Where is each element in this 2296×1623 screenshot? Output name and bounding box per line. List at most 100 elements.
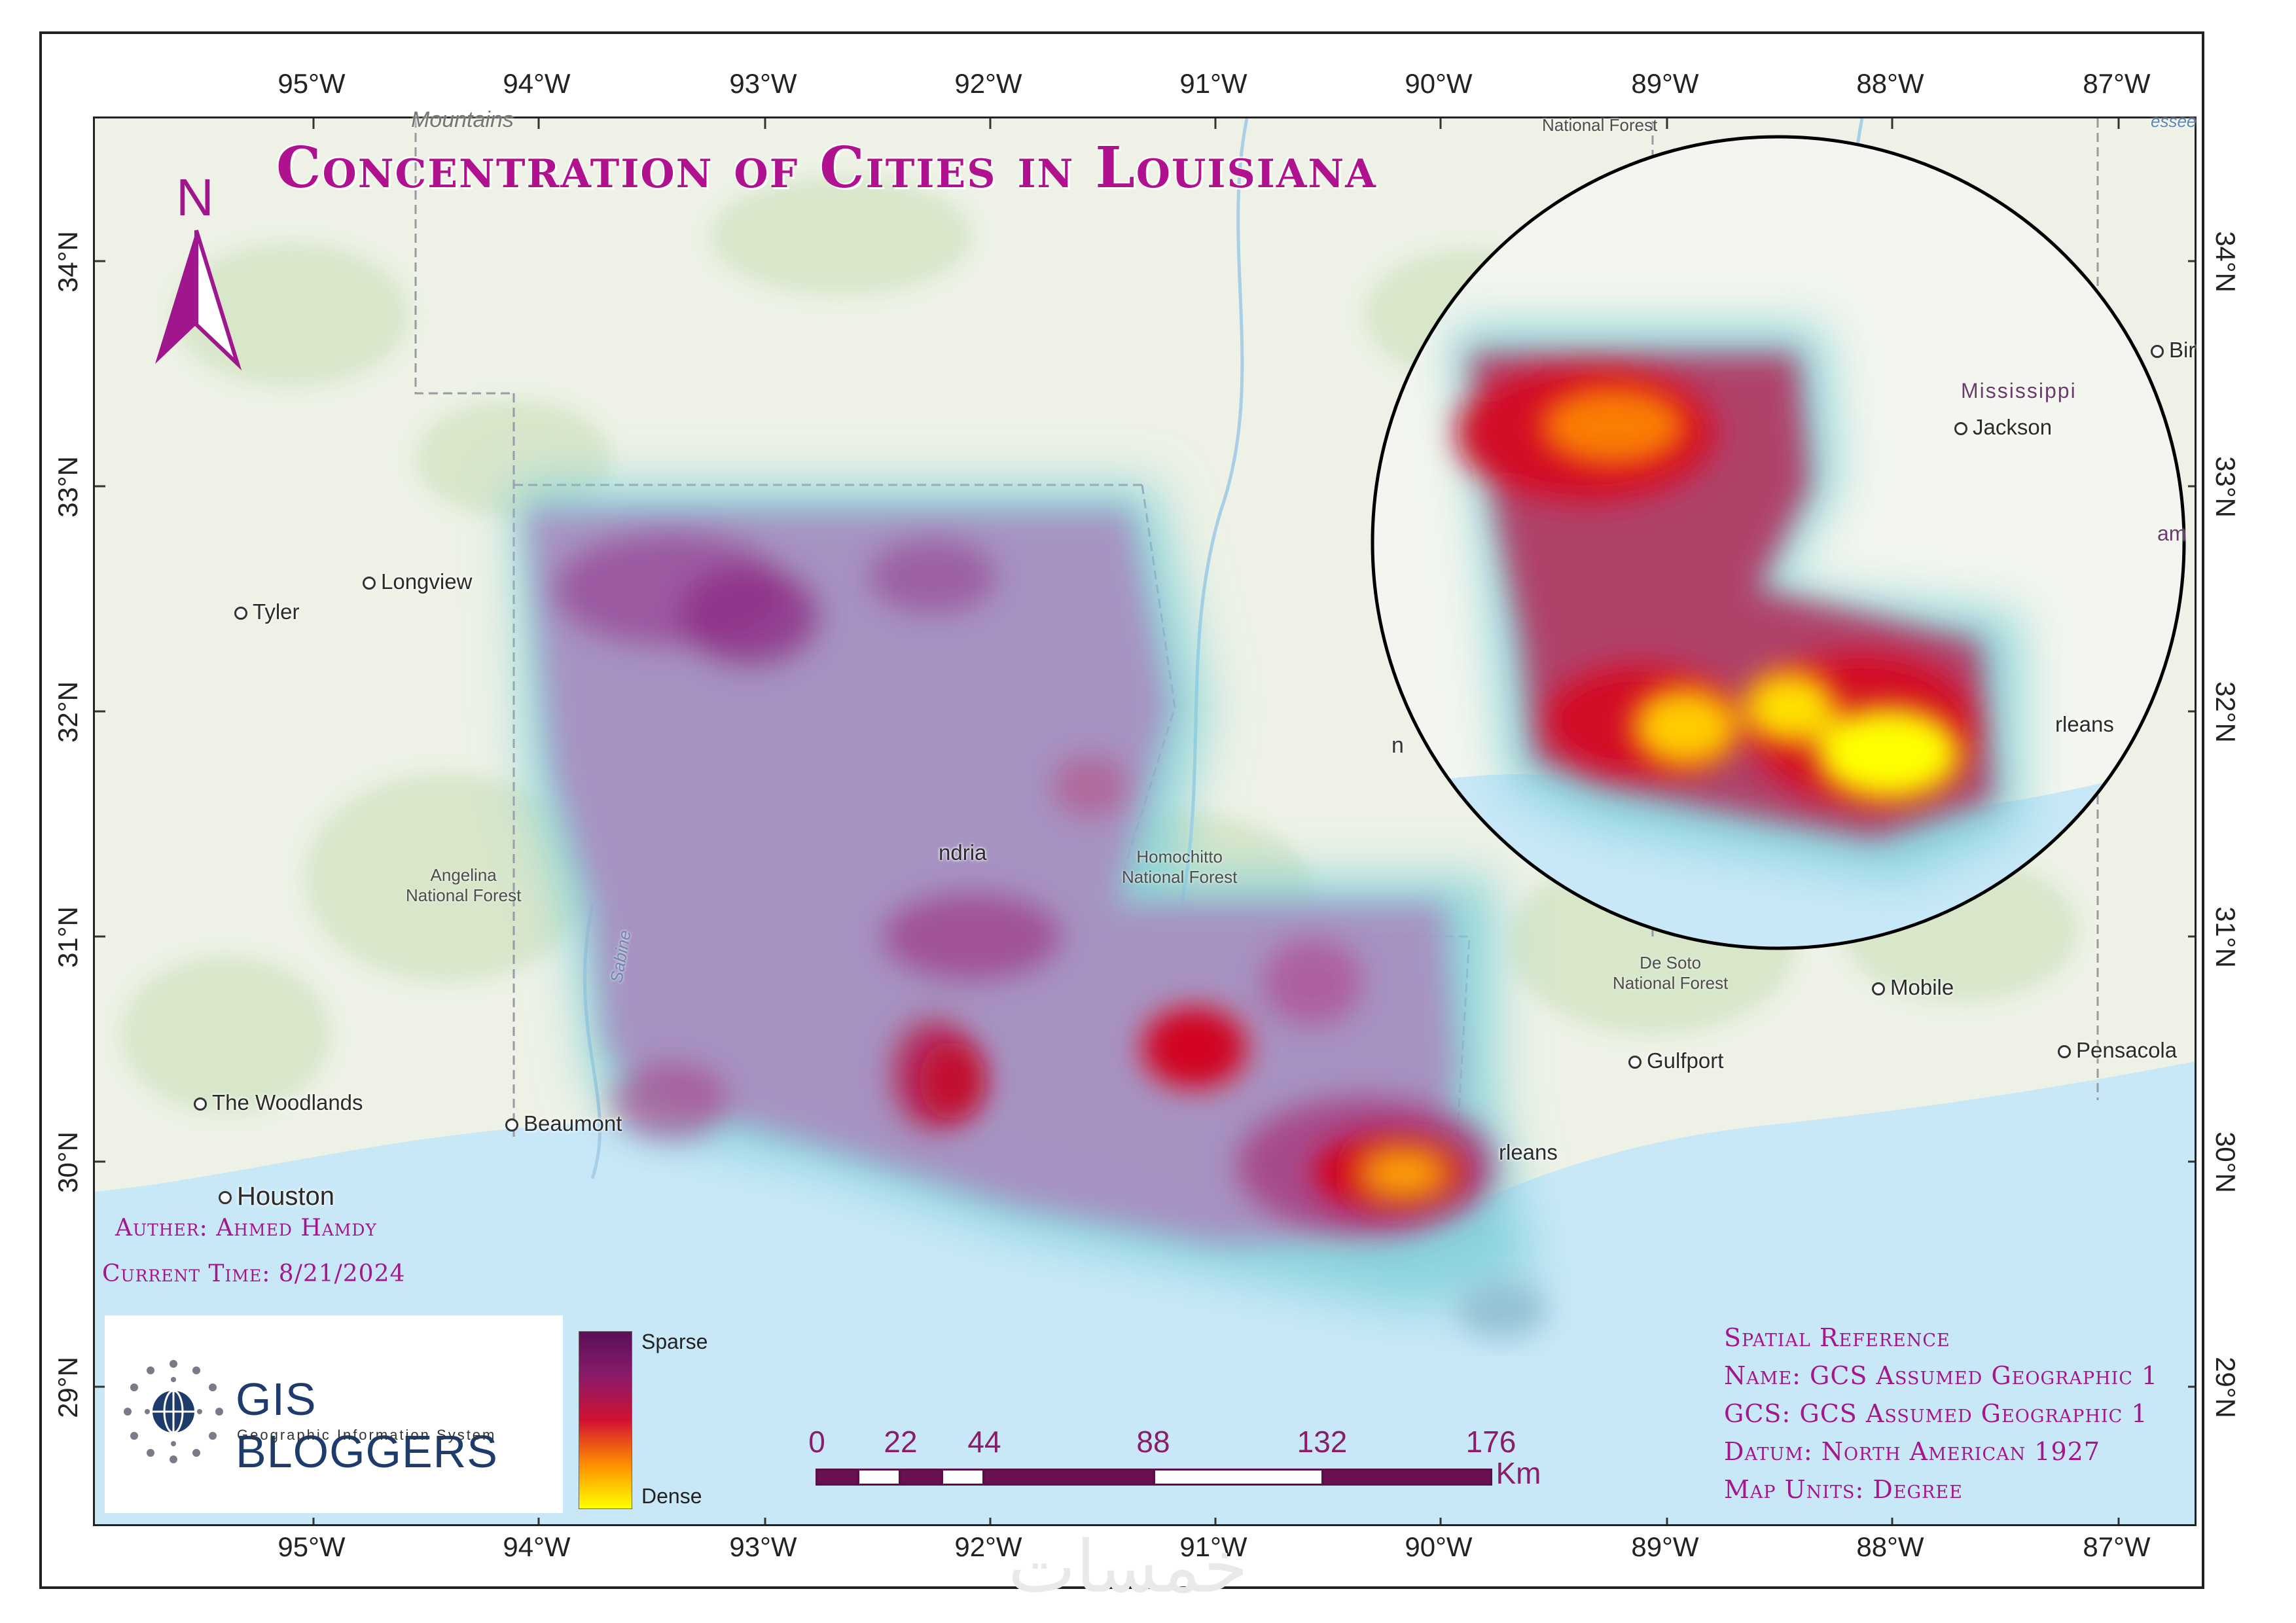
lon-label-bottom: 94°W bbox=[503, 1531, 571, 1562]
forest-homochitto-line1: Homochitto bbox=[1136, 847, 1223, 866]
current-time-label: Current Time: 8/21/2024 bbox=[102, 1260, 406, 1287]
city-name: Gulfport bbox=[1647, 1048, 1724, 1073]
forest-desoto-line2: National Forest bbox=[1613, 973, 1729, 993]
scale-segment bbox=[1322, 1469, 1492, 1486]
city-name: Houston bbox=[237, 1182, 334, 1211]
lat-label-right: 30°N bbox=[2210, 1132, 2241, 1193]
globe-logo-icon bbox=[124, 1360, 223, 1463]
forest-homochitto: Homochitto National Forest bbox=[1122, 847, 1237, 887]
scale-label: 22 bbox=[884, 1425, 918, 1459]
scale-label: 132 bbox=[1297, 1425, 1348, 1459]
lat-label-right: 34°N bbox=[2210, 231, 2241, 293]
city-gulfport: Gulfport bbox=[1628, 1048, 1723, 1073]
lat-label-left: 34°N bbox=[52, 231, 83, 293]
north-arrow-label: N bbox=[176, 168, 214, 226]
city-name: Tyler bbox=[253, 599, 300, 624]
inset-map[interactable] bbox=[95, 118, 2197, 1526]
lat-label-left: 33°N bbox=[52, 456, 83, 518]
legend-dense-label: Dense bbox=[641, 1484, 702, 1508]
heatmap bbox=[514, 485, 1548, 1339]
city-dot-icon bbox=[2151, 345, 2164, 359]
scale-label: 0 bbox=[808, 1425, 825, 1459]
city-name: The Woodlands bbox=[212, 1090, 363, 1115]
lon-label-top: 94°W bbox=[503, 68, 571, 99]
scale-segment bbox=[816, 1469, 859, 1486]
lon-label-bottom: 88°W bbox=[1856, 1531, 1924, 1562]
city-dot-icon bbox=[1954, 422, 1967, 436]
scale-segment bbox=[857, 1469, 901, 1486]
map-title: Concentration of Cities in Louisiana bbox=[276, 135, 1377, 201]
lat-label-left: 30°N bbox=[52, 1132, 83, 1193]
map-frame[interactable] bbox=[93, 116, 2197, 1526]
scale-label: 88 bbox=[1136, 1425, 1170, 1459]
spatial-ref-heading: Spatial Reference bbox=[1724, 1323, 1950, 1352]
density-legend-bar bbox=[579, 1331, 632, 1509]
city-name: Mobile bbox=[1890, 975, 1954, 999]
city-houston: Houston bbox=[219, 1182, 334, 1211]
city-beaumont: Beaumont bbox=[505, 1111, 622, 1136]
city-woodlands: The Woodlands bbox=[194, 1090, 363, 1115]
watermark: خمسات bbox=[1008, 1525, 1248, 1609]
spatial-ref-datum: Datum: North American 1927 bbox=[1724, 1437, 2101, 1466]
city-name: Beaumont bbox=[524, 1111, 622, 1135]
city-jackson: Jackson bbox=[1954, 415, 2052, 440]
north-arrow-icon bbox=[155, 230, 242, 371]
city-dot-icon bbox=[505, 1118, 518, 1132]
city-name: rleans bbox=[2055, 712, 2114, 736]
forest-angelina: Angelina National Forest bbox=[406, 865, 521, 906]
lon-label-top: 88°W bbox=[1856, 68, 1924, 99]
city-new-orleans-inset: rleans bbox=[2055, 712, 2114, 737]
forest-angelina-line1: Angelina bbox=[430, 865, 497, 885]
lon-label-bottom: 91°W bbox=[1179, 1531, 1247, 1562]
lon-label-bottom: 95°W bbox=[278, 1531, 346, 1562]
region-mississippi: Mississippi bbox=[1961, 379, 2077, 402]
spatial-ref-units: Map Units: Degree bbox=[1724, 1475, 1963, 1504]
city-alexandria: ndria bbox=[939, 840, 986, 865]
city-dot-icon bbox=[219, 1191, 232, 1205]
lon-label-bottom: 92°W bbox=[954, 1531, 1022, 1562]
lat-label-right: 31°N bbox=[2210, 906, 2241, 968]
north-arrow: N bbox=[147, 168, 245, 377]
city-name: Bir bbox=[2169, 338, 2196, 362]
spatial-ref-gcs: GCS: GCS Assumed Geographic 1 bbox=[1724, 1399, 2148, 1428]
city-dot-icon bbox=[1628, 1056, 1641, 1069]
inset-label-n: n bbox=[1391, 733, 1404, 758]
lon-label-bottom: 90°W bbox=[1405, 1531, 1473, 1562]
region-alabama: am bbox=[2157, 522, 2187, 545]
city-longview: Longview bbox=[363, 569, 472, 594]
mountains-label: Mountains bbox=[411, 107, 514, 132]
city-name: rleans bbox=[1499, 1140, 1558, 1164]
lon-label-top: 93°W bbox=[729, 68, 797, 99]
forest-homochitto-line2: National Forest bbox=[1122, 867, 1238, 887]
lon-label-top: 90°W bbox=[1405, 68, 1473, 99]
lon-label-top: 95°W bbox=[278, 68, 346, 99]
lon-label-top: 92°W bbox=[954, 68, 1022, 99]
scale-segment bbox=[899, 1469, 942, 1486]
forest-desoto-line1: De Soto bbox=[1640, 953, 1702, 972]
lat-label-left: 32°N bbox=[52, 681, 83, 743]
spatial-ref-name: Name: GCS Assumed Geographic 1 bbox=[1724, 1361, 2159, 1390]
legend-sparse-label: Sparse bbox=[641, 1330, 708, 1353]
lon-label-bottom: 89°W bbox=[1631, 1531, 1699, 1562]
lat-label-right: 32°N bbox=[2210, 681, 2241, 743]
lat-label-right: 29°N bbox=[2210, 1357, 2241, 1418]
city-dot-icon bbox=[234, 607, 247, 620]
city-new-orleans: rleans bbox=[1499, 1140, 1558, 1165]
city-dot-icon bbox=[194, 1097, 207, 1111]
city-dot-icon bbox=[1872, 982, 1885, 996]
city-name: Longview bbox=[381, 569, 473, 594]
lon-label-top: 91°W bbox=[1179, 68, 1247, 99]
logo-panel: GIS BLOGGERS Geographic Information Syst… bbox=[105, 1315, 563, 1513]
city-name: ndria bbox=[939, 840, 987, 865]
scale-segment bbox=[983, 1469, 1155, 1486]
scale-label: 44 bbox=[967, 1425, 1001, 1459]
city-mobile: Mobile bbox=[1872, 975, 1954, 1000]
scale-segment bbox=[941, 1469, 984, 1486]
logo-title: GIS BLOGGERS bbox=[236, 1374, 498, 1477]
lat-label-left: 31°N bbox=[52, 906, 83, 968]
city-dot-icon bbox=[2058, 1045, 2071, 1059]
logo-subtitle: Geographic Information System bbox=[237, 1427, 497, 1443]
lon-label-top: 89°W bbox=[1631, 68, 1699, 99]
lon-label-bottom: 93°W bbox=[729, 1531, 797, 1562]
outer-frame bbox=[39, 31, 2204, 1589]
